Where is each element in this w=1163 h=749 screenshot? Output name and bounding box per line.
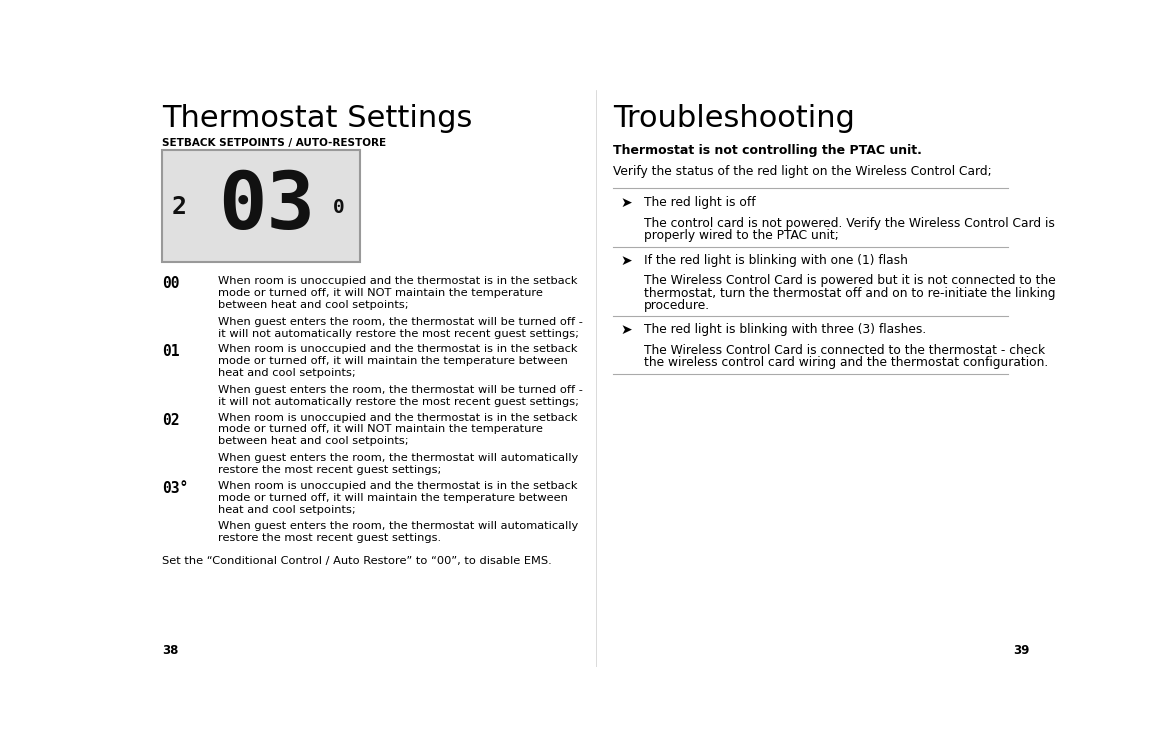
- Text: Set the “Conditional Control / Auto Restore” to “00”, to disable EMS.: Set the “Conditional Control / Auto Rest…: [163, 557, 552, 566]
- Text: 2: 2: [172, 195, 187, 219]
- Text: it will not automatically restore the most recent guest settings;: it will not automatically restore the mo…: [219, 329, 579, 339]
- Text: between heat and cool setpoints;: between heat and cool setpoints;: [219, 300, 409, 310]
- Text: SETBACK SETPOINTS / AUTO-RESTORE: SETBACK SETPOINTS / AUTO-RESTORE: [163, 138, 386, 148]
- Text: When room is unoccupied and the thermostat is in the setback: When room is unoccupied and the thermost…: [219, 413, 578, 422]
- Text: thermostat, turn the thermostat off and on to re-initiate the linking: thermostat, turn the thermostat off and …: [644, 287, 1056, 300]
- Text: mode or turned off, it will NOT maintain the temperature: mode or turned off, it will NOT maintain…: [219, 288, 543, 298]
- Text: Thermostat Settings: Thermostat Settings: [163, 104, 473, 133]
- Text: The Wireless Control Card is connected to the thermostat - check: The Wireless Control Card is connected t…: [644, 344, 1046, 357]
- Text: restore the most recent guest settings.: restore the most recent guest settings.: [219, 533, 441, 543]
- Text: the wireless control card wiring and the thermostat configuration.: the wireless control card wiring and the…: [644, 356, 1048, 369]
- Text: restore the most recent guest settings;: restore the most recent guest settings;: [219, 465, 442, 475]
- Text: When guest enters the room, the thermostat will be turned off -: When guest enters the room, the thermost…: [219, 385, 583, 395]
- Text: heat and cool setpoints;: heat and cool setpoints;: [219, 369, 356, 378]
- Text: 03: 03: [219, 169, 315, 246]
- Text: Verify the status of the red light on the Wireless Control Card;: Verify the status of the red light on th…: [613, 166, 992, 178]
- Text: 38: 38: [163, 644, 179, 658]
- Text: 01: 01: [163, 345, 180, 360]
- Text: procedure.: procedure.: [644, 299, 711, 312]
- Text: 03°: 03°: [163, 481, 188, 496]
- Text: properly wired to the PTAC unit;: properly wired to the PTAC unit;: [644, 229, 839, 242]
- Text: When guest enters the room, the thermostat will automatically: When guest enters the room, the thermost…: [219, 521, 578, 531]
- Text: The Wireless Control Card is powered but it is not connected to the: The Wireless Control Card is powered but…: [644, 274, 1056, 288]
- Text: mode or turned off, it will maintain the temperature between: mode or turned off, it will maintain the…: [219, 357, 568, 366]
- Text: Thermostat is not controlling the PTAC unit.: Thermostat is not controlling the PTAC u…: [613, 144, 922, 157]
- Text: mode or turned off, it will maintain the temperature between: mode or turned off, it will maintain the…: [219, 493, 568, 503]
- Text: between heat and cool setpoints;: between heat and cool setpoints;: [219, 437, 409, 446]
- Text: 0: 0: [334, 198, 345, 216]
- Text: When guest enters the room, the thermostat will automatically: When guest enters the room, the thermost…: [219, 453, 578, 463]
- Text: 39: 39: [1013, 644, 1029, 658]
- Text: 02: 02: [163, 413, 180, 428]
- Text: The red light is off: The red light is off: [644, 196, 756, 209]
- Text: ➤: ➤: [621, 323, 633, 337]
- Text: heat and cool setpoints;: heat and cool setpoints;: [219, 505, 356, 515]
- Text: When room is unoccupied and the thermostat is in the setback: When room is unoccupied and the thermost…: [219, 345, 578, 354]
- Text: ➤: ➤: [621, 196, 633, 210]
- Text: Troubleshooting: Troubleshooting: [613, 104, 855, 133]
- Text: mode or turned off, it will NOT maintain the temperature: mode or turned off, it will NOT maintain…: [219, 425, 543, 434]
- FancyBboxPatch shape: [163, 150, 361, 261]
- Text: 00: 00: [163, 276, 180, 291]
- Text: The control card is not powered. Verify the Wireless Control Card is: The control card is not powered. Verify …: [644, 217, 1055, 230]
- Text: ➤: ➤: [621, 254, 633, 267]
- Text: When room is unoccupied and the thermostat is in the setback: When room is unoccupied and the thermost…: [219, 276, 578, 286]
- Text: The red light is blinking with three (3) flashes.: The red light is blinking with three (3)…: [644, 323, 927, 336]
- Text: it will not automatically restore the most recent guest settings;: it will not automatically restore the mo…: [219, 397, 579, 407]
- Text: When room is unoccupied and the thermostat is in the setback: When room is unoccupied and the thermost…: [219, 481, 578, 491]
- Text: If the red light is blinking with one (1) flash: If the red light is blinking with one (1…: [644, 254, 908, 267]
- Text: When guest enters the room, the thermostat will be turned off -: When guest enters the room, the thermost…: [219, 317, 583, 327]
